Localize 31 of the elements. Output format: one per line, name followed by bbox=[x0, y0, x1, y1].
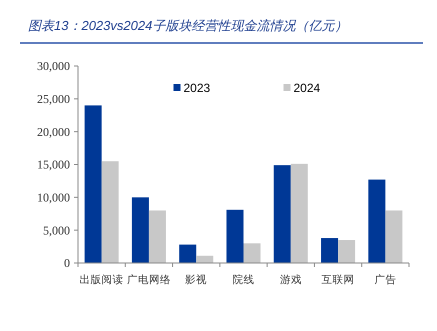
bar bbox=[148, 210, 166, 263]
bar bbox=[368, 180, 386, 263]
bar bbox=[102, 161, 119, 263]
y-tick-label: 0 bbox=[64, 256, 70, 270]
y-tick-label: 10,000 bbox=[37, 190, 70, 205]
x-tick-label: 游戏 bbox=[280, 273, 302, 286]
bar bbox=[179, 244, 196, 263]
bar bbox=[226, 210, 244, 263]
bar bbox=[385, 210, 402, 263]
y-tick-label: 15,000 bbox=[37, 158, 70, 172]
y-tick-label: 5,000 bbox=[43, 223, 70, 238]
bar bbox=[321, 238, 338, 263]
bar bbox=[132, 197, 149, 263]
x-tick-label: 互联网 bbox=[322, 274, 355, 286]
bar bbox=[196, 256, 214, 263]
y-tick-label: 30,000 bbox=[37, 59, 70, 74]
bar bbox=[290, 164, 308, 263]
bar bbox=[338, 240, 356, 263]
legend-label: 2023 bbox=[184, 81, 211, 96]
legend-label: 2024 bbox=[294, 81, 321, 96]
bar bbox=[274, 165, 291, 263]
bar bbox=[84, 105, 102, 263]
bar bbox=[244, 243, 261, 263]
x-tick-label: 影视 bbox=[185, 273, 208, 286]
chart-title: 图表13：2023vs2024子版块经营性现金流情况（亿元） bbox=[28, 18, 348, 33]
x-tick-label: 院线 bbox=[232, 273, 254, 286]
x-tick-label: 出版阅读 bbox=[80, 273, 124, 286]
y-tick-label: 20,000 bbox=[37, 124, 70, 139]
x-tick-label: 广电网络 bbox=[126, 273, 171, 286]
x-tick-label: 广告 bbox=[374, 273, 396, 286]
y-tick-label: 25,000 bbox=[37, 92, 70, 106]
